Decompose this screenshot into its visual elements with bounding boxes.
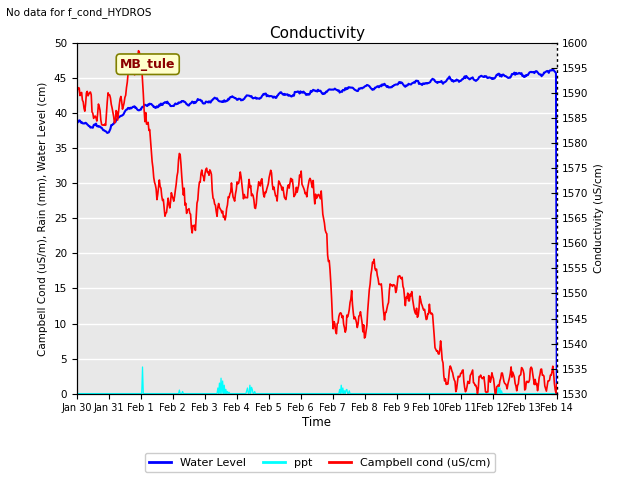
Text: No data for f_cond_HYDROS: No data for f_cond_HYDROS	[6, 7, 152, 18]
Legend: Water Level, ppt, Campbell cond (uS/cm): Water Level, ppt, Campbell cond (uS/cm)	[145, 453, 495, 472]
Y-axis label: Conductivity (uS/cm): Conductivity (uS/cm)	[594, 164, 604, 273]
Text: MB_tule: MB_tule	[120, 58, 175, 71]
Title: Conductivity: Conductivity	[269, 25, 365, 41]
X-axis label: Time: Time	[302, 416, 332, 429]
Y-axis label: Campbell Cond (uS/m), Rain (mm), Water Level (cm): Campbell Cond (uS/m), Rain (mm), Water L…	[38, 81, 48, 356]
